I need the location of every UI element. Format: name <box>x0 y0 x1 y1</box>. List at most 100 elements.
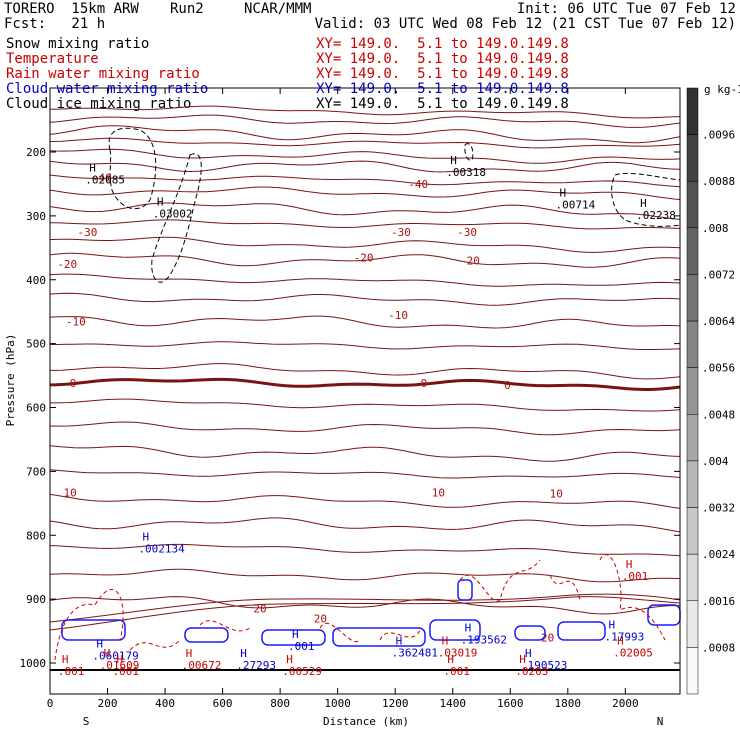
isotherm-line <box>49 493 681 509</box>
colorbar-segment <box>686 134 699 182</box>
colorbar-tick-label: .008 <box>702 222 729 235</box>
max-value-label: .03002 <box>153 208 193 221</box>
field-xy-snow: XY= 149.0. 5.1 to 149.0.149.8 <box>316 36 569 52</box>
x-tick-label: 1000 <box>324 697 351 710</box>
temperature-label: -30 <box>77 226 97 239</box>
isotherm-line <box>49 105 681 119</box>
field-xy-temperature: XY= 149.0. 5.1 to 149.0.149.8 <box>316 51 569 67</box>
temperature-label: -10 <box>66 315 86 328</box>
max-value-label: .00672 <box>182 659 222 672</box>
isotherm-line <box>49 543 681 557</box>
field-xy-cloud-ice: XY= 149.0. 5.1 to 149.0.149.8 <box>316 96 569 112</box>
x-tick-label: 200 <box>98 697 118 710</box>
max-marker: H <box>447 653 454 666</box>
max-value-label: .00714 <box>556 199 596 212</box>
isotherm-line <box>49 160 681 173</box>
isotherm-line <box>49 202 681 220</box>
x-tick-label: 1400 <box>439 697 466 710</box>
max-marker: H <box>62 653 69 666</box>
isotherm-line <box>49 596 680 615</box>
rain-contours <box>54 554 666 661</box>
max-marker: H <box>560 187 567 200</box>
cloud-water-contour <box>457 579 473 601</box>
max-value-label: .03019 <box>438 646 478 659</box>
cloud-ice-contour <box>611 172 681 227</box>
isotherm-line <box>49 292 681 306</box>
field-name-snow: Snow mixing ratio <box>6 36 150 52</box>
max-value-label: .00318 <box>446 166 486 179</box>
temperature-contours <box>49 105 681 671</box>
isotherm-line <box>50 341 681 350</box>
cloud-ice-contour <box>108 127 157 210</box>
y-tick-label: 200 <box>26 146 46 159</box>
y-tick-label: 1000 <box>20 657 47 670</box>
x-tick-label: 0 <box>47 697 54 710</box>
cloud-water-contour <box>514 625 546 641</box>
x-axis-label: Distance (km) <box>323 715 409 728</box>
field-name-cloud-ice: Cloud ice mixing ratio <box>6 96 192 112</box>
isotherm-line <box>49 469 681 479</box>
isotherm-line <box>50 363 681 380</box>
max-marker: H <box>640 197 647 210</box>
max-value-label: .060179 <box>92 650 138 663</box>
max-value-label: .002134 <box>138 542 185 555</box>
max-value-label: .193562 <box>461 634 507 647</box>
field-name-cloud-water: Cloud water mixing ratio <box>6 81 209 97</box>
colorbar-tick-label: .0088 <box>702 175 735 188</box>
max-marker: H <box>96 638 103 651</box>
isotherm-line <box>49 186 681 200</box>
field-xy-rain: XY= 149.0. 5.1 to 149.0.149.8 <box>316 66 569 82</box>
field-name-temperature: Temperature <box>6 51 99 67</box>
max-marker: H <box>525 647 532 660</box>
cloud-water-contour <box>184 627 229 643</box>
colorbar-tick-label: .0064 <box>702 315 735 328</box>
max-value-label: .001 <box>622 570 649 583</box>
temperature-label: 10 <box>432 486 445 499</box>
rain-contour <box>54 554 666 661</box>
max-marker: H <box>465 622 472 635</box>
isotherm-line <box>49 174 681 188</box>
temperature-label: 20 <box>314 612 327 625</box>
valid-time: Valid: 03 UTC Wed 08 Feb 12 (21 CST Tue … <box>314 16 736 32</box>
isotherm-line <box>49 236 681 253</box>
cloud-water-contour <box>557 621 606 641</box>
temperature-label: -20 <box>460 255 480 268</box>
temperature-label: 20 <box>253 603 266 616</box>
max-marker: H <box>617 634 624 647</box>
max-marker: H <box>157 196 164 209</box>
x-tick-label: 800 <box>270 697 290 710</box>
isotherm-line <box>49 137 681 149</box>
isotherm-line <box>49 219 681 230</box>
model-title: TORERO 15km ARW <box>4 1 139 17</box>
max-value-label: .001 <box>58 665 85 678</box>
colorbar-segment <box>686 367 699 415</box>
max-marker: H <box>608 618 615 631</box>
max-value-label: .17993 <box>604 630 644 643</box>
temperature-label: 10 <box>64 486 77 499</box>
max-marker: H <box>142 530 149 543</box>
colorbar-unit: g kg-1 <box>704 83 740 96</box>
isotherm-line <box>49 273 681 287</box>
isotherm-line <box>49 596 681 631</box>
max-value-label: .001 <box>443 665 470 678</box>
temperature-label: 0 <box>70 377 77 390</box>
colorbar-tick-label: .0016 <box>702 595 735 608</box>
colorbar-tick-label: .0032 <box>702 502 735 515</box>
temperature-label: 0 <box>421 377 428 390</box>
cloud-water-contours <box>61 579 681 647</box>
max-marker: H <box>186 647 193 660</box>
colorbar-segment <box>686 460 699 508</box>
max-marker: H <box>292 628 299 641</box>
max-value-label: .001 <box>288 640 315 653</box>
y-tick-label: 800 <box>26 529 46 542</box>
isotherm-line <box>49 568 681 583</box>
contour-labels: -40 -40 -30 -30 -30 -20 -20 -20 -10 -10 0 0 0 10 10 10 2… <box>57 154 676 678</box>
max-marker: H <box>117 653 124 666</box>
temperature-label: 20 <box>541 631 554 644</box>
max-marker: H <box>104 647 111 660</box>
max-marker: H <box>442 634 449 647</box>
init-time: Init: 06 UTC Tue 07 Feb 12 <box>516 1 736 17</box>
field-xy-cloud-water: XY= 149.0. 5.1 to 149.0.149.8 <box>316 81 569 97</box>
temperature-label: -40 <box>92 172 112 185</box>
